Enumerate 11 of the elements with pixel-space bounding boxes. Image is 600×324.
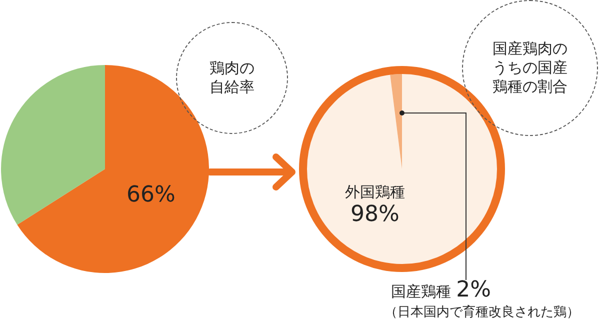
data-label: 2% bbox=[456, 278, 491, 302]
slice-label: 外国鶏種 bbox=[345, 183, 405, 202]
slice-label: 国産鶏種 bbox=[391, 282, 451, 300]
data-label: 98% bbox=[350, 202, 400, 227]
pie-slice bbox=[390, 74, 402, 169]
pie-slice bbox=[17, 65, 209, 273]
data-label: 66% bbox=[126, 182, 176, 208]
text: 国産鶏肉のうちの国産鶏種の割合 bbox=[492, 40, 568, 96]
pie-slice bbox=[1, 65, 105, 225]
text: （日本国内で育種改良された鶏） bbox=[384, 304, 580, 321]
chart-title: 鶏肉の自給率 bbox=[208, 59, 256, 97]
